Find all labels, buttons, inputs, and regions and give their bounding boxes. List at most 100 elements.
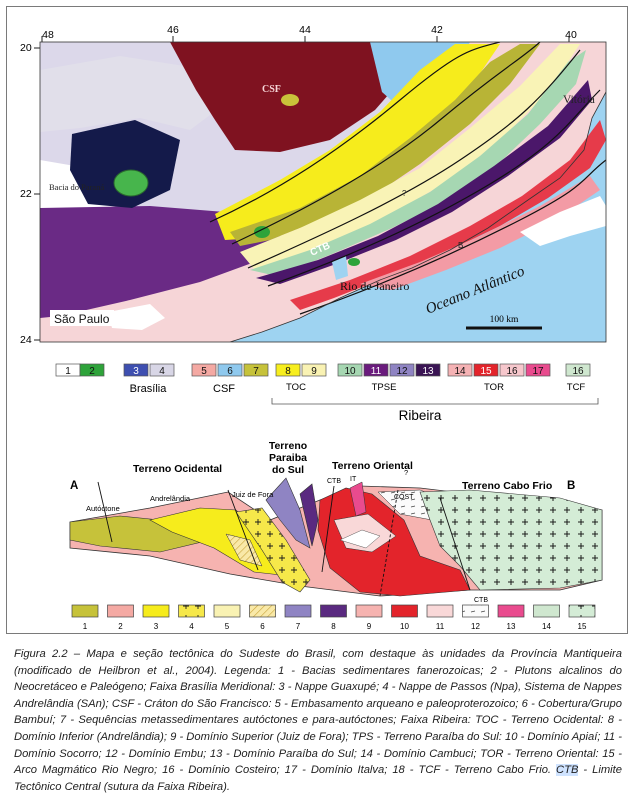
legend-swatch xyxy=(275,363,301,377)
lat-tick-20: 20 xyxy=(20,42,32,54)
section-legend-swatch xyxy=(249,604,276,618)
legend-swatch-label: 12 xyxy=(396,366,408,377)
section-title-paraiba-2: Paraiba xyxy=(269,452,307,464)
section-legend-label: 1 xyxy=(83,622,88,631)
section-legend-label: 13 xyxy=(507,622,516,631)
legend-swatch-label: 13 xyxy=(422,366,434,377)
legend-swatch xyxy=(123,363,149,377)
section-legend-swatch xyxy=(497,604,525,618)
section-title-cabo-frio: Terreno Cabo Frio xyxy=(462,480,552,492)
lon-tick-42: 42 xyxy=(431,24,443,36)
section-title-oriental: Terreno Oriental xyxy=(332,460,413,472)
legend-group-brasilia: Brasília xyxy=(130,383,168,395)
legend-swatch-label: 3 xyxy=(133,366,139,377)
legend-swatch xyxy=(473,363,499,377)
legend-group-tpse: TPSE xyxy=(372,382,397,393)
section-legend-label: 11 xyxy=(436,622,445,631)
section-label-cost: COST xyxy=(394,494,414,501)
section-label-andrelandia: Andrelândia xyxy=(150,494,191,503)
section-legend-swatch xyxy=(178,604,205,618)
legend-swatch xyxy=(525,363,551,377)
legend-swatch-label: 17 xyxy=(532,366,544,377)
caption-text: Figura 2.2 – Mapa e seção tectônica do S… xyxy=(14,648,622,777)
lon-tick-46: 46 xyxy=(167,24,179,36)
section-label-juiz: Juiz de Fora xyxy=(232,490,274,499)
legend-swatch xyxy=(389,363,415,377)
section-title-paraiba-3: do Sul xyxy=(272,464,304,476)
section-legend-label: 5 xyxy=(225,622,230,631)
section-legend-swatch xyxy=(107,604,134,618)
map-label-sao-paulo: São Paulo xyxy=(54,312,110,326)
legend-swatch xyxy=(149,363,175,377)
legend-swatch-label: 14 xyxy=(454,366,466,377)
section-legend-swatch xyxy=(284,604,312,618)
legend-swatch-label: 16 xyxy=(506,366,518,377)
section-legend-swatch xyxy=(462,604,489,618)
lon-tick-48: 48 xyxy=(42,29,54,41)
legend-swatch xyxy=(363,363,389,377)
section-legend-label: 8 xyxy=(331,622,336,631)
section-legend-swatch xyxy=(426,604,454,618)
section-legend-swatch xyxy=(355,604,383,618)
section-end-a: A xyxy=(70,480,78,492)
legend-swatch-label: 6 xyxy=(227,366,233,377)
legend-swatch xyxy=(191,363,217,377)
map-label-bacia: Bacia do Paraná xyxy=(49,182,104,192)
legend-swatch xyxy=(499,363,525,377)
figure-caption: Figura 2.2 – Mapa e seção tectônica do S… xyxy=(14,646,622,795)
section-legend-label: 12 xyxy=(471,622,480,631)
section-title-ocidental: Terreno Ocidental xyxy=(133,463,222,475)
section-label-it: IT xyxy=(350,476,357,483)
legend-swatch-label: 4 xyxy=(159,366,165,377)
legend-group-tor: TOR xyxy=(484,382,504,393)
map-label-b: B xyxy=(458,241,463,250)
section-label-autoctone: Autóctone xyxy=(86,504,120,513)
legend-swatch xyxy=(447,363,473,377)
section-label-q: ? xyxy=(404,468,408,477)
section-legend-label: 4 xyxy=(189,622,194,631)
map-label-rio: Rio de Janeiro xyxy=(340,279,409,293)
legend-swatch-label: 9 xyxy=(311,366,317,377)
section-end-b: B xyxy=(567,480,575,492)
caption-text-end: - Limite Tectônico Central (sutura da Fa… xyxy=(14,764,622,793)
legend-swatch xyxy=(217,363,243,377)
legend-swatch xyxy=(565,363,591,377)
lon-tick-44: 44 xyxy=(299,24,311,36)
scale-bar-label: 100 km xyxy=(490,315,519,325)
legend-swatch-label: 11 xyxy=(371,366,382,377)
legend-group-toc: TOC xyxy=(286,382,306,393)
legend-swatch-label: 10 xyxy=(344,366,356,377)
tectonic-map: 48 46 44 42 40 20 22 24 CSF Bacia do Par… xyxy=(20,24,607,346)
legend-swatch-label: 1 xyxy=(65,366,71,377)
map-label-csf: CSF xyxy=(262,84,281,95)
legend-swatch-label: 5 xyxy=(201,366,207,377)
lon-tick-40: 40 xyxy=(565,29,577,41)
map-legend: 1 2 3 4 5 6 7 8 9 10 11 12 13 14 15 16 17 16 xyxy=(55,363,591,377)
legend-swatch xyxy=(301,363,327,377)
cross-section: Terreno Ocidental Terreno Paraiba do Sul… xyxy=(69,440,603,604)
section-legend-label: 7 xyxy=(296,622,301,631)
section-legend-label: 14 xyxy=(542,622,551,631)
legend-swatch-label: 15 xyxy=(480,366,492,377)
legend-swatch xyxy=(243,363,269,377)
figure-frame xyxy=(6,6,628,634)
legend-group-csf: CSF xyxy=(213,383,235,395)
section-legend-swatch xyxy=(568,604,596,618)
section-legend-label: 15 xyxy=(578,622,587,631)
legend-swatch-label: 8 xyxy=(285,366,291,377)
map-label-q: ? xyxy=(402,189,407,198)
section-title-paraiba-1: Terreno xyxy=(269,440,307,452)
section-legend-label: 9 xyxy=(367,622,372,631)
section-legend-swatch xyxy=(391,604,418,618)
section-legend-swatch xyxy=(320,604,347,618)
legend-swatch-label: 16 xyxy=(572,366,584,377)
section-legend-swatch xyxy=(213,604,241,618)
section-legend-label: 10 xyxy=(400,622,409,631)
lat-tick-22: 22 xyxy=(20,188,32,200)
section-label-ctb-bottom: CTB xyxy=(474,597,488,604)
section-legend-swatch xyxy=(533,604,560,618)
section-legend: 1 2 3 4 5 6 7 8 9 10 11 12 13 14 15 xyxy=(71,604,596,631)
section-legend-swatch xyxy=(142,604,170,618)
map-label-vitoria: Vitória xyxy=(563,94,595,106)
